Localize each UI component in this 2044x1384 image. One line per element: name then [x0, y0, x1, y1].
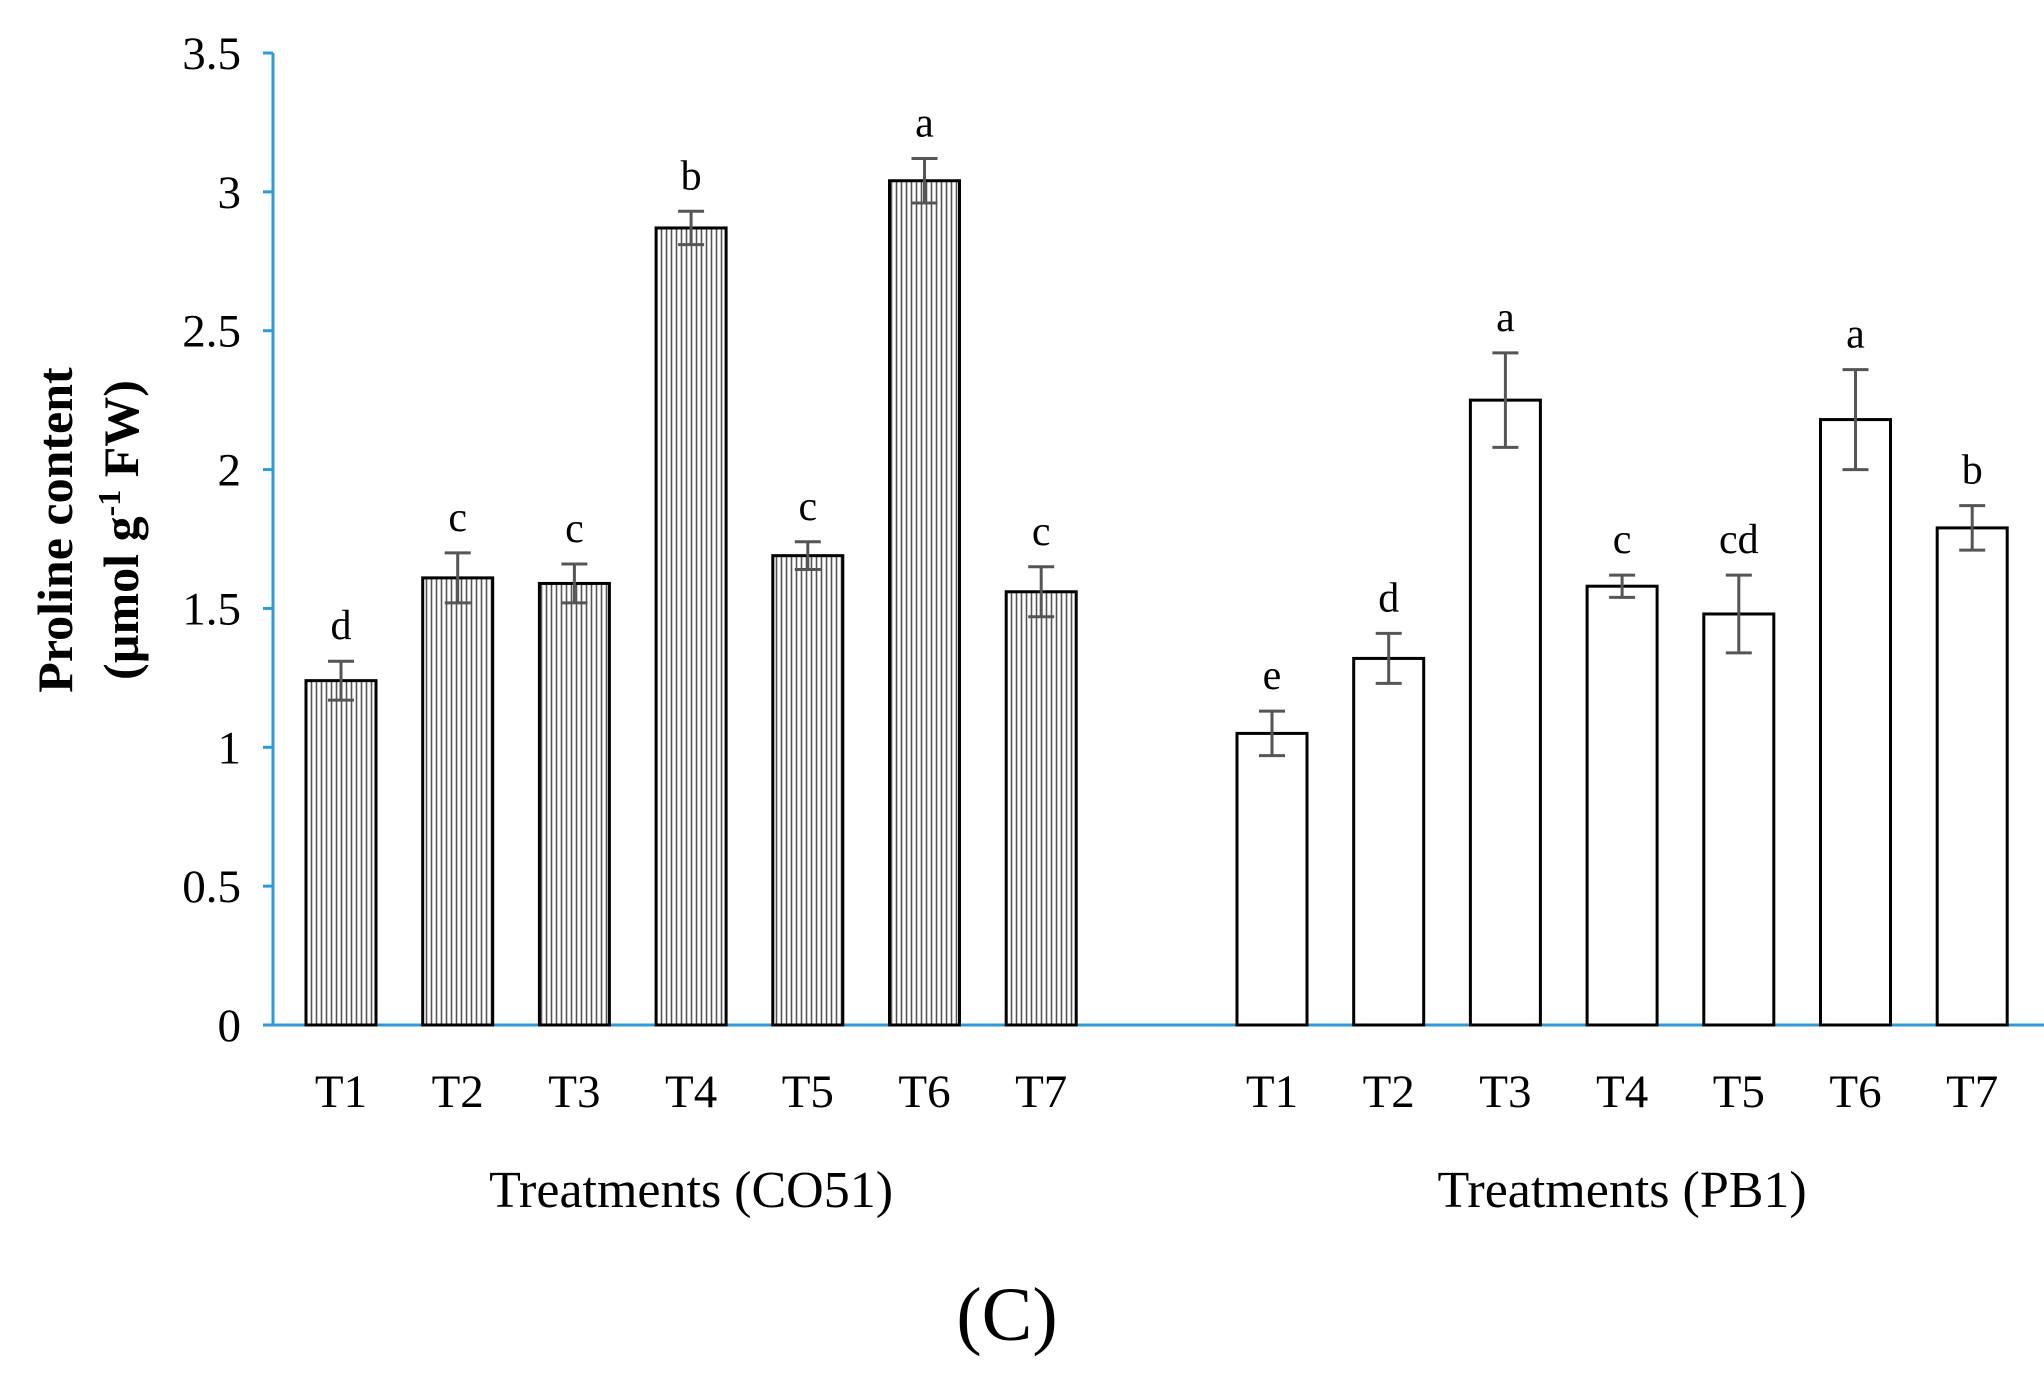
x-tick-label: T6	[898, 1066, 950, 1118]
y-tick-label: 2.5	[182, 306, 241, 358]
bar	[537, 581, 611, 1027]
x-tick-label: T3	[1479, 1066, 1531, 1118]
y-axis-label-superscript: -1	[91, 490, 127, 517]
y-tick-label: 2	[218, 445, 242, 497]
y-axis-label-units: (µmol g-1 FW)	[91, 380, 149, 680]
x-tick-label: T6	[1829, 1066, 1881, 1118]
bar	[1935, 526, 2009, 1027]
significance-letter: a	[915, 101, 934, 147]
x-tick-label: T7	[1015, 1066, 1067, 1118]
significance-letter: c	[1613, 517, 1632, 563]
x-tick-label: T2	[432, 1066, 484, 1118]
x-tick-label: T1	[315, 1066, 367, 1118]
bar	[1235, 731, 1309, 1027]
significance-letter: cd	[1719, 517, 1759, 563]
significance-letter: a	[1496, 295, 1515, 341]
x-tick-label: T7	[1946, 1066, 1998, 1118]
y-tick-label: 0.5	[182, 861, 241, 913]
y-tick-label: 0	[218, 1000, 242, 1052]
bar	[1004, 590, 1078, 1027]
significance-letter: b	[1962, 448, 1983, 494]
y-tick-label: 3	[218, 167, 242, 219]
bar	[1468, 398, 1542, 1027]
x-tick-label: T5	[1713, 1066, 1765, 1118]
x-group-label: Treatments (CO51)	[489, 1162, 893, 1219]
x-tick-label: T5	[782, 1066, 834, 1118]
bar	[1585, 584, 1659, 1027]
y-axis-label-units-suffix: FW)	[93, 380, 149, 490]
bar	[771, 554, 845, 1027]
significance-letter: a	[1846, 312, 1865, 358]
x-tick-label: T4	[665, 1066, 717, 1118]
x-tick-label: T1	[1246, 1066, 1298, 1118]
significance-letter: c	[565, 506, 584, 552]
y-tick-label: 1	[218, 722, 242, 774]
bar	[421, 576, 495, 1027]
y-tick-label: 3.5	[182, 28, 241, 80]
significance-letter: c	[1032, 509, 1051, 555]
bar	[304, 679, 378, 1027]
bar	[654, 226, 728, 1027]
bar	[1819, 418, 1892, 1027]
significance-letter: e	[1263, 653, 1282, 699]
x-tick-label: T2	[1363, 1066, 1415, 1118]
significance-letter: d	[331, 603, 352, 649]
significance-letter: c	[448, 495, 467, 541]
bar	[1352, 656, 1426, 1027]
significance-letter: d	[1378, 575, 1399, 621]
x-tick-label: T4	[1596, 1066, 1648, 1118]
bar	[888, 179, 961, 1027]
significance-letter: c	[798, 484, 817, 530]
x-group-label: Treatments (PB1)	[1437, 1162, 1806, 1219]
panel-label: (C)	[956, 1273, 1057, 1357]
significance-letter: b	[681, 153, 702, 199]
y-axis-label: Proline content	[27, 367, 83, 693]
bar	[1702, 612, 1776, 1027]
y-axis-label-units-prefix: (µmol g	[93, 516, 149, 680]
y-tick-label: 1.5	[182, 583, 241, 635]
x-tick-label: T3	[548, 1066, 600, 1118]
